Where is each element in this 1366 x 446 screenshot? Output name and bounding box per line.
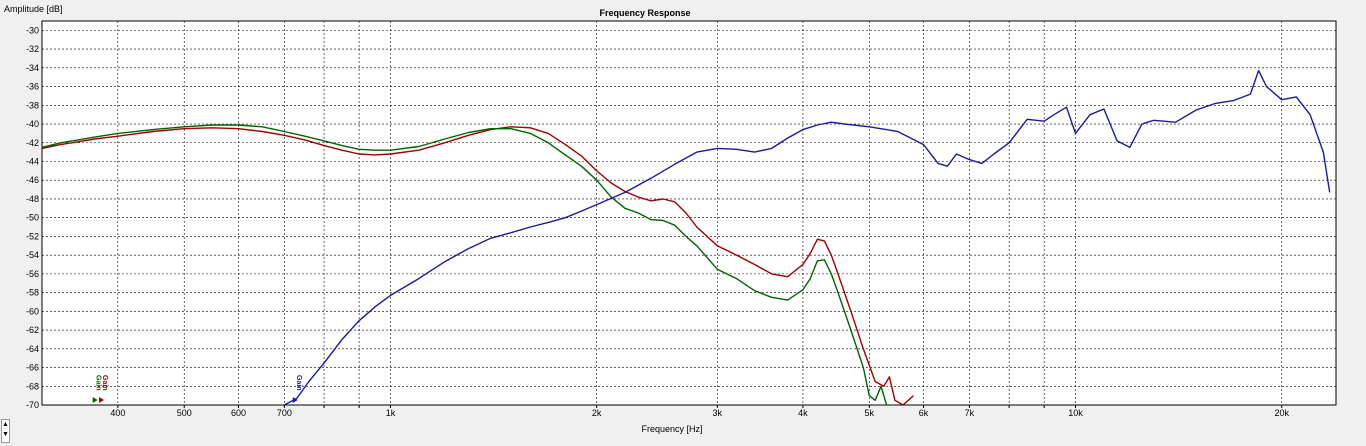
y-tick-label: -48 bbox=[26, 194, 39, 204]
gain-marker-label: Gain bbox=[95, 375, 102, 391]
gain-markers: Gain Gain Gain bbox=[92, 375, 302, 403]
x-tick-label: 600 bbox=[231, 408, 246, 418]
y-tick-label: -34 bbox=[26, 63, 39, 73]
x-tick-label: 2k bbox=[592, 408, 602, 418]
grid-lines bbox=[42, 21, 1336, 408]
series-line-3 bbox=[283, 69, 1331, 405]
x-tick-label: 400 bbox=[110, 408, 125, 418]
gain-marker-arrow bbox=[92, 397, 98, 403]
x-tick-label: 4k bbox=[798, 408, 808, 418]
y-tick-label: -46 bbox=[26, 175, 39, 185]
y-tick-labels: -30 -32 -34 -36 -38 -40 -42 -44 -46 -48 -50 -52 -54 -… bbox=[26, 25, 39, 410]
gain-marker-label: Gain bbox=[295, 375, 302, 391]
x-tick-label: 1k bbox=[386, 408, 396, 418]
y-tick-label: -58 bbox=[26, 288, 39, 298]
y-tick-label: -36 bbox=[26, 82, 39, 92]
y-tick-label: -70 bbox=[26, 400, 39, 410]
y-tick-label: -52 bbox=[26, 231, 39, 241]
x-tick-label: 20k bbox=[1274, 408, 1289, 418]
series-line-2 bbox=[42, 124, 888, 405]
y-tick-label: -50 bbox=[26, 213, 39, 223]
y-tick-label: -62 bbox=[26, 325, 39, 335]
x-tick-labels: 400 500 600 700 1k 2k 3k 4k 5k 6k 7k 10k 20k bbox=[110, 408, 1289, 418]
x-tick-label: 10k bbox=[1068, 408, 1083, 418]
x-tick-label: 7k bbox=[965, 408, 975, 418]
x-tick-label: 500 bbox=[177, 408, 192, 418]
y-tick-label: -54 bbox=[26, 250, 39, 260]
gain-marker-arrow bbox=[292, 397, 298, 403]
y-tick-label: -30 bbox=[26, 25, 39, 35]
x-tick-label: 6k bbox=[919, 408, 929, 418]
y-axis-label: Amplitude [dB] bbox=[4, 4, 63, 14]
y-tick-label: -44 bbox=[26, 156, 39, 166]
plot-area bbox=[41, 20, 1337, 406]
x-tick-label: 5k bbox=[865, 408, 875, 418]
y-tick-label: -38 bbox=[26, 100, 39, 110]
scroll-arrows[interactable]: ▲ ▼ bbox=[1, 419, 10, 443]
y-tick-label: -68 bbox=[26, 381, 39, 391]
y-tick-label: -64 bbox=[26, 344, 39, 354]
y-tick-label: -66 bbox=[26, 363, 39, 373]
y-tick-label: -60 bbox=[26, 306, 39, 316]
x-axis-label: Frequency [Hz] bbox=[641, 424, 702, 434]
gain-marker-arrow bbox=[99, 397, 105, 403]
x-tick-label: 3k bbox=[713, 408, 723, 418]
chart-title: Frequency Response bbox=[599, 8, 690, 18]
gain-marker-label: Gain bbox=[101, 375, 108, 391]
y-tick-label: -42 bbox=[26, 138, 39, 148]
x-tick-label: 700 bbox=[277, 408, 292, 418]
y-tick-label: -32 bbox=[26, 44, 39, 54]
y-tick-label: -40 bbox=[26, 119, 39, 129]
series-line-1 bbox=[42, 126, 914, 405]
y-tick-label: -56 bbox=[26, 269, 39, 279]
series-lines bbox=[42, 69, 1331, 405]
